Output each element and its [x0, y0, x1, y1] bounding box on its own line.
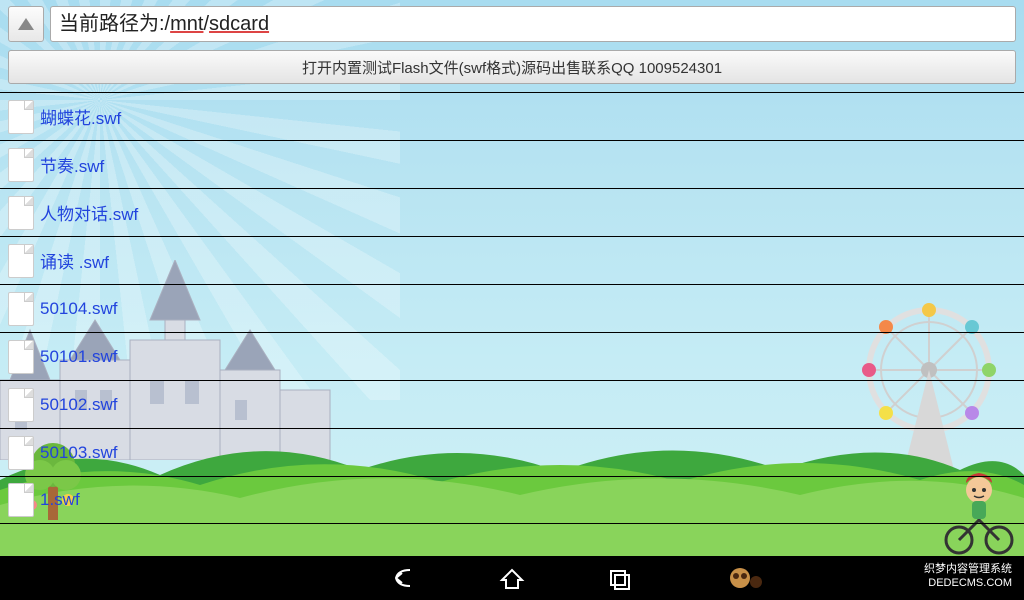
file-row[interactable]: 诵读 .swf	[0, 236, 1024, 284]
path-seg1: mnt	[170, 13, 203, 35]
file-name: 50101.swf	[40, 347, 118, 367]
file-name: 50103.swf	[40, 443, 118, 463]
path-seg2: sdcard	[209, 13, 269, 35]
android-nav-bar	[0, 556, 1024, 600]
file-row[interactable]: 蝴蝶花.swf	[0, 92, 1024, 140]
file-name: 50104.swf	[40, 299, 118, 319]
top-bar: 当前路径为:/mnt/sdcard	[0, 0, 1024, 48]
home-icon[interactable]	[498, 564, 526, 592]
file-row[interactable]: 50102.swf	[0, 380, 1024, 428]
file-icon	[8, 244, 34, 278]
file-row[interactable]: 人物对话.swf	[0, 188, 1024, 236]
file-name: 蝴蝶花.swf	[40, 104, 121, 129]
file-row[interactable]: 50104.swf	[0, 284, 1024, 332]
file-row[interactable]: 1.swf	[0, 476, 1024, 524]
file-name: 节奏.swf	[40, 152, 104, 177]
file-row[interactable]: 50103.swf	[0, 428, 1024, 476]
path-input[interactable]: 当前路径为:/mnt/sdcard	[50, 6, 1016, 42]
file-icon	[8, 100, 34, 134]
recent-apps-icon[interactable]	[606, 564, 634, 592]
test-button-label: 打开内置测试Flash文件(swf格式)源码出售联系QQ 1009524301	[302, 57, 722, 78]
file-row[interactable]: 节奏.swf	[0, 140, 1024, 188]
file-name: 1.swf	[40, 490, 80, 510]
file-name: 诵读 .swf	[40, 248, 109, 273]
up-arrow-icon	[18, 18, 34, 30]
file-icon	[8, 340, 34, 374]
file-row[interactable]: 50101.swf	[0, 332, 1024, 380]
watermark-line1: 织梦内容管理系统	[924, 562, 1012, 576]
file-icon	[8, 388, 34, 422]
watermark-line2: DEDECMS.COM	[924, 576, 1012, 590]
file-name: 人物对话.swf	[40, 200, 138, 225]
open-test-flash-button[interactable]: 打开内置测试Flash文件(swf格式)源码出售联系QQ 1009524301	[8, 50, 1016, 84]
file-name: 50102.swf	[40, 395, 118, 415]
back-icon[interactable]	[390, 564, 418, 592]
path-prefix: 当前路径为:/	[59, 13, 170, 35]
file-icon	[8, 148, 34, 182]
up-button[interactable]	[8, 6, 44, 42]
file-icon	[8, 483, 34, 517]
file-icon	[8, 436, 34, 470]
file-icon	[8, 196, 34, 230]
file-icon	[8, 292, 34, 326]
watermark: 织梦内容管理系统 DEDECMS.COM	[920, 560, 1016, 592]
panda-app-icon[interactable]	[728, 564, 764, 592]
file-list: 蝴蝶花.swf 节奏.swf 人物对话.swf 诵读 .swf 50104.sw…	[0, 92, 1024, 524]
